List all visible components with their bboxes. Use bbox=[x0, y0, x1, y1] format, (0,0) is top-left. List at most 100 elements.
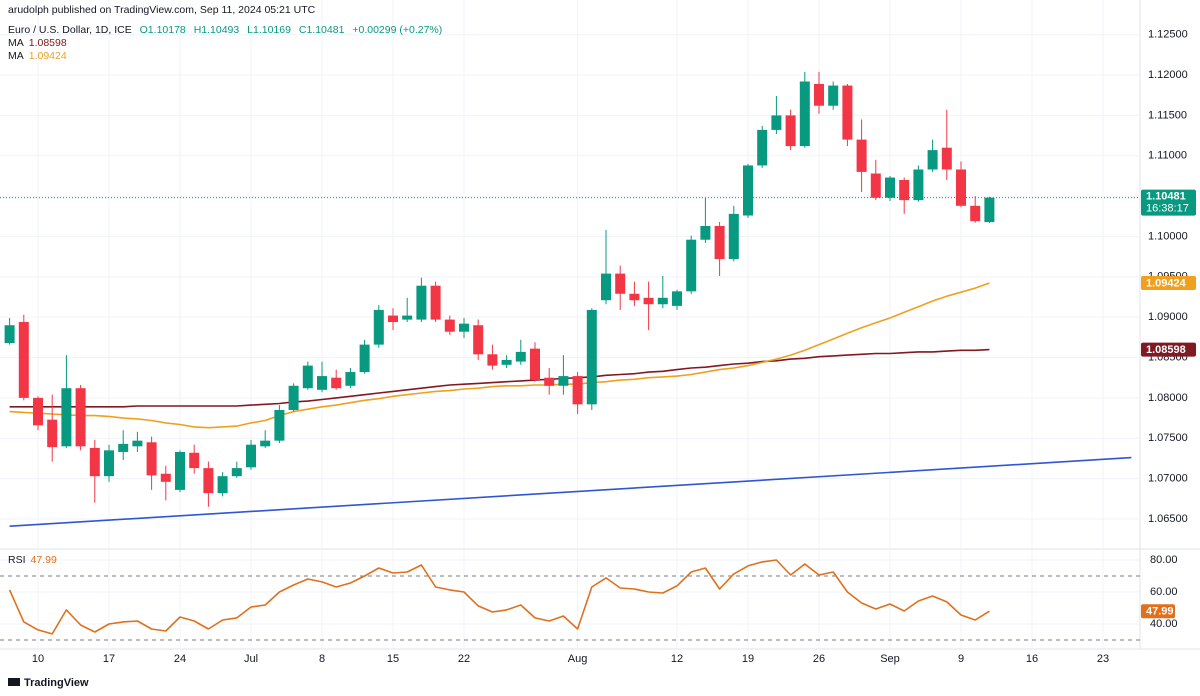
candle-body bbox=[672, 291, 682, 306]
candle-body bbox=[274, 409, 285, 441]
candle-body bbox=[189, 452, 200, 469]
candle-body bbox=[444, 319, 455, 332]
candle-body bbox=[33, 397, 43, 426]
candle-body bbox=[217, 476, 228, 494]
x-tick-label: 22 bbox=[458, 653, 470, 665]
candle-body bbox=[558, 376, 569, 386]
candle-body bbox=[4, 325, 15, 344]
candle-body bbox=[75, 388, 86, 447]
x-tick-label: 16 bbox=[1026, 653, 1038, 665]
candle-body bbox=[231, 468, 242, 477]
x-tick-label: 26 bbox=[813, 653, 825, 665]
candle-body bbox=[771, 115, 782, 130]
x-tick-label: 9 bbox=[958, 653, 964, 665]
x-tick-label: Sep bbox=[880, 653, 900, 665]
ma-name: MA bbox=[8, 50, 24, 62]
x-tick-label: 12 bbox=[671, 653, 683, 665]
y-tick-label: 1.12000 bbox=[1148, 69, 1188, 81]
candle-body bbox=[118, 443, 129, 452]
ma-badge-label: 1.08598 bbox=[1146, 344, 1186, 356]
ohlc-close: C1.10481 bbox=[298, 24, 345, 36]
candle-body bbox=[927, 150, 938, 170]
candle-body bbox=[601, 273, 611, 301]
candle-body bbox=[160, 473, 171, 482]
candle-body bbox=[501, 359, 512, 365]
x-tick-label: 23 bbox=[1097, 653, 1109, 665]
candle-body bbox=[47, 419, 58, 448]
ma-value: 1.09424 bbox=[28, 50, 67, 62]
byline: arudolph published on TradingView.com, S… bbox=[8, 4, 320, 17]
candle-body bbox=[870, 173, 881, 198]
rsi-name: RSI bbox=[8, 554, 26, 566]
candle-body bbox=[586, 309, 597, 405]
candle-body bbox=[700, 225, 711, 240]
candle-body bbox=[89, 447, 100, 477]
ma-value: 1.08598 bbox=[28, 37, 67, 49]
candle-body bbox=[643, 297, 654, 305]
candle-body bbox=[317, 376, 327, 390]
candle-body bbox=[530, 348, 540, 381]
y-tick-label: 80.00 bbox=[1150, 554, 1178, 566]
rsi-line bbox=[8, 559, 990, 635]
ohlc-low: L1.10169 bbox=[247, 24, 291, 36]
y-tick-label: 1.09000 bbox=[1148, 311, 1188, 323]
x-tick-label: 8 bbox=[319, 653, 325, 665]
candle-body bbox=[956, 169, 966, 206]
candle-body bbox=[373, 309, 384, 345]
candle-body bbox=[913, 169, 924, 201]
candle-body bbox=[743, 165, 753, 216]
rsi-badge bbox=[1141, 604, 1175, 619]
ma-badge bbox=[1141, 342, 1196, 357]
candle-body bbox=[331, 377, 342, 389]
candle-body bbox=[359, 344, 370, 373]
candle-body bbox=[757, 129, 768, 166]
candle-body bbox=[260, 440, 271, 447]
candle-body bbox=[246, 444, 256, 468]
trendline bbox=[9, 456, 1132, 528]
candle-body bbox=[388, 315, 398, 323]
candle-body bbox=[515, 351, 526, 362]
x-tick-label: Aug bbox=[568, 653, 588, 665]
candle-body bbox=[785, 115, 796, 147]
price-badge bbox=[1141, 189, 1196, 216]
candle-body bbox=[885, 177, 895, 198]
y-tick-label: 1.10000 bbox=[1148, 230, 1188, 242]
x-tick-label: Jul bbox=[244, 653, 258, 665]
rsi-badge-label: 47.99 bbox=[1146, 606, 1174, 618]
candle-body bbox=[473, 325, 484, 355]
candle-body bbox=[416, 285, 427, 320]
candle-body bbox=[288, 385, 299, 410]
candle-body bbox=[799, 81, 810, 147]
candle-body bbox=[828, 85, 839, 106]
change: +0.00299 (+0.27%) bbox=[352, 24, 443, 36]
symbol-legend: Euro / U.S. Dollar, 1D, ICE O1.10178 H1.… bbox=[8, 24, 447, 37]
candle-body bbox=[941, 147, 952, 170]
candle-body bbox=[856, 139, 867, 172]
candle-body bbox=[203, 468, 214, 494]
ma-name: MA bbox=[8, 37, 24, 49]
ma-line bbox=[9, 348, 990, 408]
y-tick-label: 1.07000 bbox=[1148, 472, 1188, 484]
footer-logo: TradingView bbox=[8, 677, 94, 690]
y-tick-label: 1.08000 bbox=[1148, 392, 1188, 404]
price-badge-label: 1.10481 bbox=[1146, 191, 1186, 203]
y-tick-label: 1.11000 bbox=[1148, 150, 1187, 162]
candle-body bbox=[175, 451, 185, 490]
ohlc-open: O1.10178 bbox=[139, 24, 186, 36]
candle-body bbox=[984, 197, 995, 223]
x-tick-label: 19 bbox=[742, 653, 754, 665]
ma-legend: MA 1.08598 bbox=[8, 37, 72, 50]
candle-body bbox=[146, 442, 157, 476]
ohlc-high: H1.10493 bbox=[193, 24, 240, 36]
byline-text: arudolph published on TradingView.com, S… bbox=[8, 4, 316, 16]
y-tick-label: 1.12500 bbox=[1148, 29, 1188, 41]
candle-body bbox=[970, 205, 981, 222]
countdown-label: 16:38:17 bbox=[1146, 203, 1189, 215]
candle-body bbox=[728, 213, 739, 260]
candle-body bbox=[104, 450, 114, 477]
candle-body bbox=[657, 297, 668, 305]
ma-badge-label: 1.09424 bbox=[1146, 277, 1187, 289]
y-tick-label: 1.11500 bbox=[1148, 109, 1187, 121]
